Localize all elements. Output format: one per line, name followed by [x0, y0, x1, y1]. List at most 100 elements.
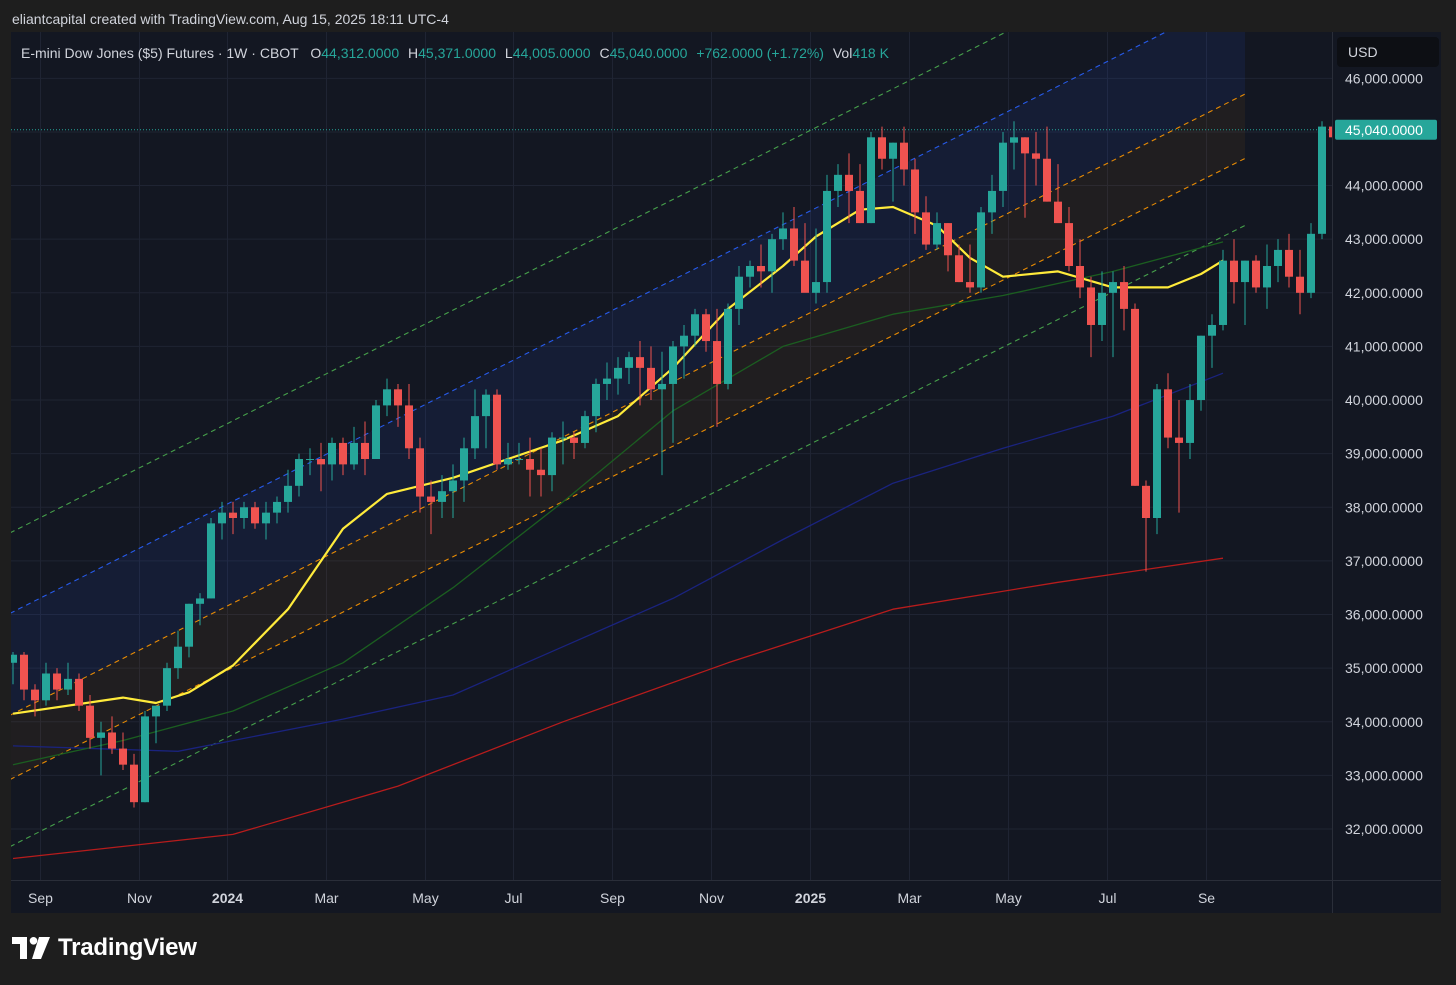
candle [262, 501, 270, 540]
x-tick-label: Se [1198, 890, 1215, 906]
candle-body [427, 496, 435, 502]
currency-button[interactable]: USD [1337, 37, 1439, 67]
candle-body [823, 190, 831, 283]
plot-area [11, 32, 1359, 860]
candle [1318, 121, 1326, 240]
candle [856, 164, 864, 224]
candle [537, 448, 545, 497]
candle-body [405, 405, 413, 449]
x-tick-label: Nov [127, 890, 152, 906]
candle-body [1120, 282, 1128, 309]
candle-body [559, 437, 567, 439]
close-label: C [599, 45, 610, 61]
symbol-name: E-mini Dow Jones ($5) Futures · 1W · CBO… [21, 45, 299, 61]
candle [31, 684, 39, 717]
candle-body [1087, 287, 1095, 325]
candle [20, 652, 28, 701]
candle [647, 346, 655, 401]
candle [790, 207, 798, 266]
candle-body [328, 442, 336, 465]
high-value: 45,371.0000 [418, 45, 496, 61]
candle-body [1164, 389, 1172, 438]
candle [1098, 271, 1106, 342]
candle-body [229, 512, 237, 519]
x-tick-label: May [995, 890, 1021, 906]
candle-body [1208, 324, 1216, 336]
chart-panel[interactable]: 32,000.0000 33,000.0000 34,000.0000 35,000.… [11, 32, 1441, 913]
candle [977, 207, 985, 293]
low-label: L [504, 45, 513, 61]
x-tick-label: Mar [897, 890, 921, 906]
candle [1032, 131, 1040, 186]
candle-body [680, 335, 688, 347]
x-tick-label: Mar [314, 890, 338, 906]
candle-body [724, 308, 732, 384]
candle-body [856, 190, 864, 224]
y-tick-label: 37,000.0000 [1345, 553, 1423, 569]
candle-body [834, 174, 842, 191]
candle-body [31, 689, 39, 701]
x-tick-label: Jul [1099, 890, 1117, 906]
candle-body [955, 255, 963, 283]
candle [119, 732, 127, 771]
candle-body [482, 394, 490, 417]
candle [1065, 207, 1073, 272]
candle-body [163, 668, 171, 706]
candle-body [977, 212, 985, 288]
candle-body [471, 416, 479, 449]
candle-body [350, 442, 358, 465]
candle [1043, 126, 1051, 202]
last-price-tag-label: 45,040.0000 [1345, 122, 1423, 138]
candle [317, 442, 325, 492]
candle [1197, 335, 1205, 411]
y-tick-label: 41,000.0000 [1345, 338, 1423, 354]
candle-body [493, 394, 501, 465]
ma50-line [12, 241, 1224, 766]
candle-body [790, 228, 798, 261]
candle [823, 174, 831, 293]
candle-body [20, 654, 28, 690]
candle-body [812, 282, 820, 293]
candle-body [1351, 143, 1359, 154]
candle-body [1032, 153, 1040, 159]
candle [1186, 383, 1194, 460]
volume-value: 418 K [852, 45, 889, 61]
candle [1241, 260, 1249, 325]
candle [603, 362, 611, 401]
candle [592, 378, 600, 433]
brand-name: TradingView [58, 934, 197, 961]
candle-body [658, 383, 666, 390]
candle [570, 432, 578, 460]
candle-body [625, 357, 633, 368]
x-tick-label: Sep [28, 890, 53, 906]
candle [1219, 249, 1227, 331]
candle [702, 308, 710, 352]
y-tick-label: 46,000.0000 [1345, 70, 1423, 86]
candle [493, 389, 501, 470]
candle [900, 126, 908, 186]
candle-body [1109, 282, 1117, 293]
candle-body [878, 137, 886, 159]
y-tick-label: 43,000.0000 [1345, 231, 1423, 247]
candle [845, 153, 853, 224]
candle-body [988, 190, 996, 213]
candle-body [922, 212, 930, 245]
candle [933, 212, 941, 250]
candle [515, 442, 523, 465]
candle-body [1153, 389, 1161, 519]
y-tick-label: 32,000.0000 [1345, 821, 1423, 837]
candle [207, 518, 215, 599]
candle-body [702, 314, 710, 342]
x-tick-label: 2024 [212, 890, 243, 906]
high-label: H [408, 45, 419, 61]
candle-body [548, 437, 556, 476]
candle-body [1065, 223, 1073, 266]
candle [889, 142, 897, 202]
candle-body [1263, 265, 1271, 288]
candle [1252, 255, 1260, 293]
price-chart[interactable]: 32,000.0000 33,000.0000 34,000.0000 35,000.… [11, 32, 1441, 913]
candle [427, 480, 435, 535]
candle-body [966, 282, 974, 288]
candle-body [691, 314, 699, 336]
candle-body [42, 673, 50, 701]
